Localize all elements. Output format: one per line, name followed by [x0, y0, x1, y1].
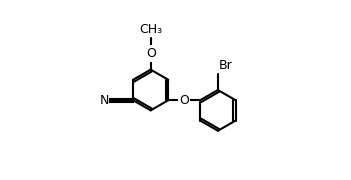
Text: O: O [146, 47, 155, 60]
Text: O: O [146, 47, 155, 60]
Text: O: O [146, 47, 155, 60]
Text: N: N [100, 94, 109, 107]
Text: O: O [179, 94, 189, 107]
Text: Br: Br [219, 59, 232, 72]
Text: CH₃: CH₃ [139, 23, 162, 36]
